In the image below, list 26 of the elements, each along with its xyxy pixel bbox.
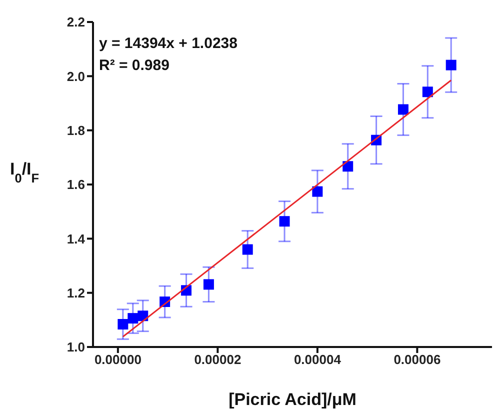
point bbox=[279, 216, 290, 227]
y-tick-label: 1.2 bbox=[66, 285, 85, 300]
x-tick-label: 0.00002 bbox=[194, 352, 242, 368]
point bbox=[312, 186, 323, 197]
point bbox=[398, 104, 408, 115]
annotation: R² = 0.989 bbox=[99, 57, 170, 74]
x-tick-label: 0.00004 bbox=[294, 352, 342, 368]
point bbox=[138, 310, 148, 322]
x-tick-label: 0.00006 bbox=[394, 352, 441, 368]
y-tick-label: 1.8 bbox=[66, 122, 85, 138]
y-tick-label: 2.0 bbox=[66, 68, 85, 84]
point bbox=[446, 60, 456, 70]
y-tick-label: 2.2 bbox=[66, 14, 85, 30]
y-tick-label: 1.0 bbox=[66, 340, 85, 355]
point bbox=[203, 279, 214, 290]
x-tick-label: 0.00000 bbox=[94, 352, 142, 368]
point bbox=[242, 244, 253, 255]
y-tick-label: 1.4 bbox=[66, 231, 86, 246]
point bbox=[422, 86, 433, 98]
point bbox=[128, 313, 138, 324]
annotation: y = 14394x + 1.0238 bbox=[99, 35, 238, 52]
y-tick-label: 1.6 bbox=[66, 177, 85, 192]
point bbox=[342, 161, 354, 172]
point bbox=[118, 319, 128, 330]
y-axis-title: I$_{0}$/I$_{F}$ bbox=[10, 160, 40, 185]
x-axis-title: [Picric Acid]/μM bbox=[228, 390, 356, 409]
